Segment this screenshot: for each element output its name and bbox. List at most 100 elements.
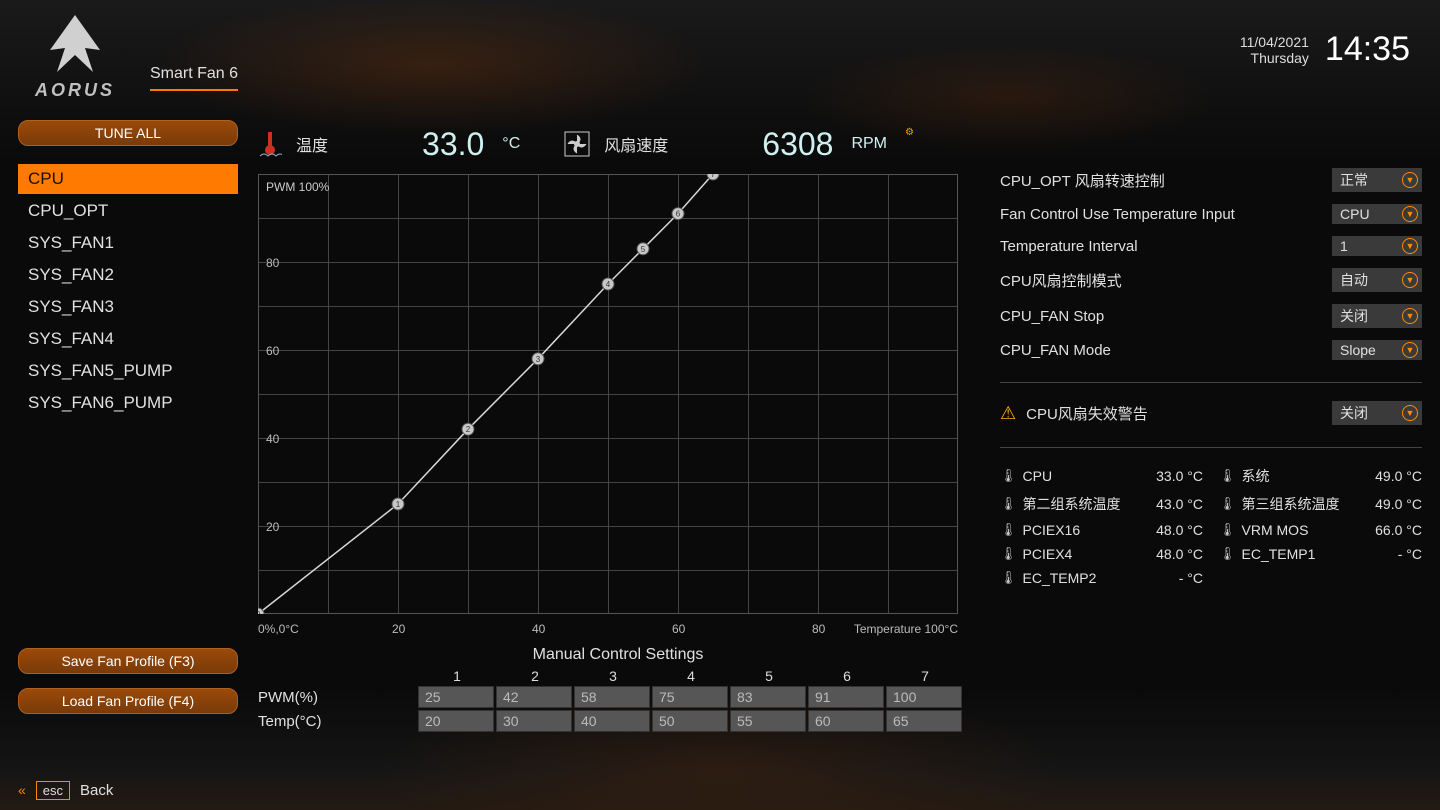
temp-cell[interactable]: 50 xyxy=(652,710,728,732)
day: Thursday xyxy=(1240,50,1309,66)
fan-speed-unit: RPM xyxy=(851,135,887,153)
x-tick: 60 xyxy=(672,622,685,636)
temp-readout-item: 🌡EC_TEMP1- °C xyxy=(1219,546,1422,562)
fan-fail-warning-row: ⚠ CPU风扇失效警告 关闭 ▼ xyxy=(1000,401,1422,425)
fan-list-item[interactable]: SYS_FAN1 xyxy=(18,228,238,258)
fan-fail-warning-select[interactable]: 关闭 ▼ xyxy=(1332,401,1422,425)
pwm-cell[interactable]: 25 xyxy=(418,686,494,708)
tab-smart-fan[interactable]: Smart Fan 6 xyxy=(150,65,238,91)
brand-text: AORUS xyxy=(35,80,115,101)
temp-value: 33.0 xyxy=(422,126,484,163)
fan-list-item[interactable]: CPU xyxy=(18,164,238,194)
manual-control-table: 1234567 PWM(%)254258758391100 Temp(°C)20… xyxy=(258,668,978,732)
save-fan-profile-button[interactable]: Save Fan Profile (F3) xyxy=(18,648,238,674)
curve-svg[interactable]: 01234567 xyxy=(258,174,958,614)
thermometer-icon: 🌡 xyxy=(1000,522,1017,538)
chevron-down-icon: ▼ xyxy=(1402,272,1418,288)
gear-icon[interactable]: ⚙ xyxy=(905,127,914,138)
pwm-cell[interactable]: 75 xyxy=(652,686,728,708)
fan-list-item[interactable]: SYS_FAN4 xyxy=(18,324,238,354)
thermometer-icon: 🌡 xyxy=(1219,496,1236,512)
chevron-down-icon: ▼ xyxy=(1402,342,1418,358)
center-panel: 温度 33.0 °C 风扇速度 6308 RPM ⚙ PWM 100% 0%,0… xyxy=(238,120,978,760)
svg-text:3: 3 xyxy=(536,355,541,364)
temp-row-label: Temp(°C) xyxy=(258,713,418,730)
setting-select[interactable]: 正常▼ xyxy=(1332,168,1422,192)
thermometer-icon xyxy=(258,130,282,158)
fan-speed-label: 风扇速度 xyxy=(604,132,668,156)
setting-label: CPU_FAN Stop xyxy=(1000,308,1104,325)
temp-readout-item: 🌡PCIEX1648.0 °C xyxy=(1000,522,1203,538)
thermometer-icon: 🌡 xyxy=(1219,468,1236,484)
datetime: 11/04/2021 Thursday 14:35 xyxy=(1240,30,1410,69)
thermometer-icon: 🌡 xyxy=(1000,496,1017,512)
setting-label: Temperature Interval xyxy=(1000,238,1138,255)
fan-list: CPUCPU_OPTSYS_FAN1SYS_FAN2SYS_FAN3SYS_FA… xyxy=(18,164,238,418)
temp-cell[interactable]: 40 xyxy=(574,710,650,732)
origin-label: 0%,0°C xyxy=(258,622,299,636)
temp-cell[interactable]: 20 xyxy=(418,710,494,732)
setting-row: CPU_FAN Mode Slope▼ xyxy=(1000,340,1422,360)
setting-select[interactable]: 关闭▼ xyxy=(1332,304,1422,328)
fan-list-item[interactable]: SYS_FAN3 xyxy=(18,292,238,322)
pwm-cell[interactable]: 58 xyxy=(574,686,650,708)
setting-row: CPU_FAN Stop 关闭▼ xyxy=(1000,304,1422,328)
pwm-cell[interactable]: 100 xyxy=(886,686,962,708)
setting-row: Fan Control Use Temperature Input CPU▼ xyxy=(1000,204,1422,224)
setting-select[interactable]: CPU▼ xyxy=(1332,204,1422,224)
fan-icon xyxy=(564,131,590,157)
chevron-left-icon: « xyxy=(18,782,26,798)
temperature-readouts: 🌡CPU33.0 °C🌡系统49.0 °C🌡第二组系统温度43.0 °C🌡第三组… xyxy=(1000,466,1422,586)
manual-col-header: 2 xyxy=(496,668,574,684)
x-tick: 40 xyxy=(532,622,545,636)
temp-readout-item: 🌡CPU33.0 °C xyxy=(1000,466,1203,486)
chevron-down-icon: ▼ xyxy=(1402,172,1418,188)
divider xyxy=(1000,382,1422,383)
fan-list-item[interactable]: SYS_FAN2 xyxy=(18,260,238,290)
setting-select[interactable]: 1▼ xyxy=(1332,236,1422,256)
temp-readout-item: 🌡第三组系统温度49.0 °C xyxy=(1219,494,1422,514)
temp-readout-item: 🌡PCIEX448.0 °C xyxy=(1000,546,1203,562)
readouts: 温度 33.0 °C 风扇速度 6308 RPM ⚙ xyxy=(258,120,978,168)
fan-list-item[interactable]: SYS_FAN6_PUMP xyxy=(18,388,238,418)
pwm-cell[interactable]: 91 xyxy=(808,686,884,708)
setting-label: CPU风扇控制模式 xyxy=(1000,270,1122,291)
chevron-down-icon: ▼ xyxy=(1402,238,1418,254)
svg-text:7: 7 xyxy=(711,174,716,179)
time: 14:35 xyxy=(1325,30,1410,69)
pwm-cell[interactable]: 42 xyxy=(496,686,572,708)
fan-curve-chart[interactable]: PWM 100% 0%,0°C Temperature 100°C 80 60 … xyxy=(258,174,958,634)
setting-row: Temperature Interval 1▼ xyxy=(1000,236,1422,256)
settings-panel: CPU_OPT 风扇转速控制正常▼Fan Control Use Tempera… xyxy=(978,120,1422,760)
back-label[interactable]: Back xyxy=(80,782,113,799)
load-fan-profile-button[interactable]: Load Fan Profile (F4) xyxy=(18,688,238,714)
pwm-cell[interactable]: 83 xyxy=(730,686,806,708)
temp-label: 温度 xyxy=(296,132,328,156)
setting-label: Fan Control Use Temperature Input xyxy=(1000,206,1235,223)
chevron-down-icon: ▼ xyxy=(1402,405,1418,421)
svg-text:1: 1 xyxy=(396,500,401,509)
temp-unit: °C xyxy=(502,135,520,153)
temp-cell[interactable]: 30 xyxy=(496,710,572,732)
fan-list-item[interactable]: SYS_FAN5_PUMP xyxy=(18,356,238,386)
manual-col-header: 4 xyxy=(652,668,730,684)
temp-readout-item: 🌡第二组系统温度43.0 °C xyxy=(1000,494,1203,514)
sidebar: TUNE ALL CPUCPU_OPTSYS_FAN1SYS_FAN2SYS_F… xyxy=(18,120,238,760)
temp-axis-label: Temperature 100°C xyxy=(854,622,958,636)
fan-list-item[interactable]: CPU_OPT xyxy=(18,196,238,226)
tune-all-button[interactable]: TUNE ALL xyxy=(18,120,238,146)
setting-select[interactable]: 自动▼ xyxy=(1332,268,1422,292)
thermometer-icon: 🌡 xyxy=(1000,546,1017,562)
temp-cell[interactable]: 65 xyxy=(886,710,962,732)
brand-logo: AORUS xyxy=(20,10,130,101)
fan-fail-warning-label: CPU风扇失效警告 xyxy=(1026,403,1148,424)
x-tick: 20 xyxy=(392,622,405,636)
temp-cell[interactable]: 55 xyxy=(730,710,806,732)
temp-readout-item: 🌡VRM MOS66.0 °C xyxy=(1219,522,1422,538)
svg-text:4: 4 xyxy=(606,280,611,289)
manual-col-header: 1 xyxy=(418,668,496,684)
setting-label: CPU_FAN Mode xyxy=(1000,342,1111,359)
temp-cell[interactable]: 60 xyxy=(808,710,884,732)
setting-select[interactable]: Slope▼ xyxy=(1332,340,1422,360)
esc-key-badge[interactable]: esc xyxy=(36,781,70,800)
